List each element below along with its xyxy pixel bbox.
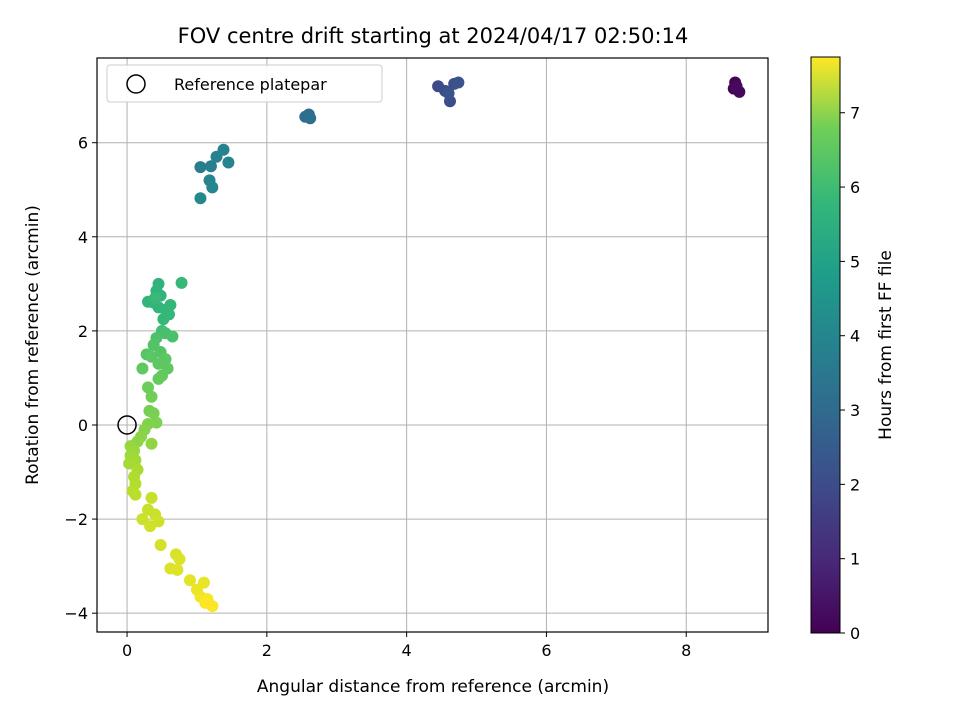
scatter-point (136, 513, 149, 526)
scatter-point (142, 381, 155, 394)
scatter-point (452, 76, 465, 89)
scatter-point (123, 457, 136, 470)
colorbar-tick-label: 4 (850, 327, 860, 346)
colorbar-tick-label: 5 (850, 252, 860, 271)
scatter-point (217, 143, 230, 156)
scatter-point (145, 390, 158, 403)
scatter-point (304, 112, 317, 125)
scatter-point (206, 181, 219, 194)
scatter-point (152, 357, 165, 370)
reference-platepar-marker (117, 415, 137, 435)
legend-entry-reference-platepar: Reference platepar (174, 75, 327, 94)
y-axis-label: Rotation from reference (arcmin) (23, 205, 43, 485)
scatter-point (164, 299, 177, 312)
y-tick-label: 2 (78, 322, 88, 341)
colorbar-tick-label: 3 (850, 401, 860, 420)
scatter-point (145, 491, 158, 504)
colorbar-tick-label: 6 (850, 178, 860, 197)
y-tick-label: −4 (64, 604, 88, 623)
colorbar-ticks: 0 1 2 3 4 5 6 7 (840, 104, 860, 643)
x-tick-label: 4 (402, 641, 412, 660)
y-tick-label: 6 (78, 134, 88, 153)
legend-marker (126, 74, 146, 94)
x-tick-label: 2 (262, 641, 272, 660)
legend-box (106, 64, 383, 103)
scatter-points (123, 76, 746, 613)
scatter-point (147, 407, 160, 420)
colorbar-tick-label: 0 (850, 624, 860, 643)
plot-frame (96, 57, 769, 633)
chart-title: FOV centre drift starting at 2024/04/17 … (178, 24, 689, 48)
scatter-point (175, 276, 188, 289)
x-tick-label: 6 (541, 641, 551, 660)
grid-lines (97, 58, 768, 632)
colorbar-tick-label: 7 (850, 104, 860, 123)
x-tick-label: 8 (681, 641, 691, 660)
y-tick-label: 4 (78, 228, 88, 247)
scatter-point (183, 574, 196, 587)
scatter-point (149, 291, 162, 304)
scatter-point (152, 372, 165, 385)
scatter-point (730, 80, 743, 93)
scatter-point (171, 563, 184, 576)
scatter-point (194, 161, 207, 174)
colorbar-label: Hours from first FF file (876, 250, 896, 440)
y-tick-label: −2 (64, 510, 88, 529)
scatter-point (222, 156, 235, 169)
y-axis-ticks: −4 −2 0 2 4 6 (64, 134, 97, 623)
scatter-point (199, 596, 212, 609)
scatter-point (194, 192, 207, 205)
y-tick-label: 0 (78, 416, 88, 435)
scatter-point (145, 437, 158, 450)
scatter-point (166, 330, 179, 343)
scatter-point (173, 553, 186, 566)
x-axis-label: Angular distance from reference (arcmin) (257, 677, 609, 697)
scatter-point (136, 362, 149, 375)
scatter-point (144, 520, 157, 533)
colorbar-tick-label: 2 (850, 475, 860, 494)
scatter-point (442, 87, 455, 100)
legend: Reference platepar (106, 64, 383, 103)
scatter-point (129, 488, 142, 501)
scatter-point (157, 313, 170, 326)
scatter-point (154, 538, 167, 551)
scatter-point (204, 160, 217, 173)
colorbar-tick-label: 1 (850, 550, 860, 569)
colorbar (810, 56, 841, 634)
x-axis-ticks: 0 2 4 6 8 (122, 632, 691, 660)
x-tick-label: 0 (122, 641, 132, 660)
